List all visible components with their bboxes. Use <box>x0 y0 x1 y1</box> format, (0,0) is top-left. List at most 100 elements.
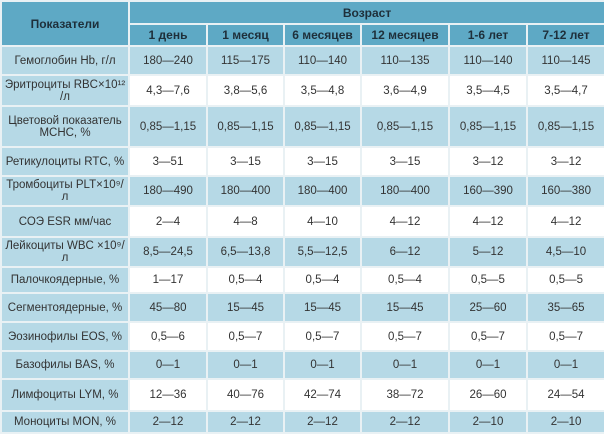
cell-value: 26—60 <box>448 378 528 412</box>
table-row: Цветовой показатель MCHC, % 0,85—1,15 0,85… <box>0 105 604 148</box>
table-row: Эозинофилы EOS, % 0,5—6 0,5—7 0,5—7 0,5—7 0,5… <box>0 321 604 352</box>
header-age-2: 6 месяцев <box>283 23 362 47</box>
row-label: СОЭ ESR мм/час <box>0 205 130 238</box>
cell-value: 3,8—5,6 <box>206 74 285 107</box>
table-row: Гемоглобин Hb, г/л 180—240 115—175 110—140 1… <box>0 45 604 76</box>
cell-value: 0—1 <box>360 350 450 380</box>
header-indicator: Показатели <box>0 0 130 47</box>
cell-value: 24—54 <box>525 378 604 412</box>
cell-value: 4—12 <box>448 205 528 238</box>
cell-value: 160—380 <box>525 175 604 207</box>
cell-value: 3—12 <box>525 146 604 177</box>
row-label: Цветовой показатель MCHC, % <box>0 105 130 148</box>
row-label: Тромбоциты PLT×10⁹/л <box>0 175 130 207</box>
cell-value: 0—1 <box>283 350 362 380</box>
cell-value: 0—1 <box>206 350 285 380</box>
cell-value: 25—60 <box>448 292 528 323</box>
cell-value: 160—390 <box>448 175 528 207</box>
cell-value: 0,85—1,15 <box>448 105 528 148</box>
cell-value: 180—400 <box>360 175 450 207</box>
cell-value: 180—400 <box>206 175 285 207</box>
cell-value: 35—65 <box>525 292 604 323</box>
cell-value: 4,3—7,6 <box>128 74 208 107</box>
cell-value: 110—140 <box>283 45 362 76</box>
cell-value: 0,85—1,15 <box>128 105 208 148</box>
table-row: Палочкоядерные, % 1—17 0,5—4 0,5—4 0,5—4 0,5—… <box>0 266 604 294</box>
cell-value: 0,5—7 <box>283 321 362 352</box>
cell-value: 4—8 <box>206 205 285 238</box>
header-age: Возраст <box>127 0 604 25</box>
cell-value: 2—12 <box>206 410 285 434</box>
cell-value: 3,6—4,9 <box>360 74 450 107</box>
table-row: Тромбоциты PLT×10⁹/л 180—490 180—400 180—40… <box>0 175 604 207</box>
cell-value: 15—45 <box>360 292 450 323</box>
cell-value: 0,5—5 <box>525 266 604 294</box>
header-age-4: 1-6 лет <box>448 23 528 47</box>
header-age-3: 12 месяцев <box>360 23 450 47</box>
cell-value: 0,5—7 <box>360 321 450 352</box>
row-label: Эозинофилы EOS, % <box>0 321 130 352</box>
cell-value: 0,85—1,15 <box>525 105 604 148</box>
table-row: Ретикулоциты RTC, % 3—51 3—15 3—15 3—15 3—12 3… <box>0 146 604 177</box>
cell-value: 2—12 <box>283 410 362 434</box>
cell-value: 180—490 <box>128 175 208 207</box>
cell-value: 6,5—13,8 <box>206 236 285 268</box>
cell-value: 6—12 <box>360 236 450 268</box>
cell-value: 2—12 <box>128 410 208 434</box>
cell-value: 1—17 <box>128 266 208 294</box>
cell-value: 0,5—4 <box>283 266 362 294</box>
cell-value: 115—175 <box>206 45 285 76</box>
cell-value: 3—15 <box>360 146 450 177</box>
cell-value: 4—10 <box>283 205 362 238</box>
cell-value: 2—12 <box>360 410 450 434</box>
cell-value: 4—12 <box>360 205 450 238</box>
cell-value: 0,5—4 <box>206 266 285 294</box>
row-label: Лейкоциты WBC ×10⁹/л <box>0 236 130 268</box>
cell-value: 3—15 <box>283 146 362 177</box>
cell-value: 180—240 <box>128 45 208 76</box>
table-row: Моноциты MON, % 2—12 2—12 2—12 2—12 2—10 2—10 <box>0 410 604 434</box>
cell-value: 2—10 <box>448 410 528 434</box>
cell-value: 0—1 <box>448 350 528 380</box>
header-age-0: 1 день <box>128 23 208 47</box>
row-label: Моноциты MON, % <box>0 410 130 434</box>
cell-value: 3,5—4,5 <box>448 74 528 107</box>
cell-value: 0,5—7 <box>448 321 528 352</box>
cell-value: 0,85—1,15 <box>206 105 285 148</box>
cell-value: 0,5—7 <box>206 321 285 352</box>
cell-value: 38—72 <box>360 378 450 412</box>
cell-value: 15—45 <box>283 292 362 323</box>
cell-value: 4,5—10 <box>525 236 604 268</box>
table-row: Эритроциты RBC×10¹² /л 4,3—7,6 3,8—5,6 3,5—… <box>0 74 604 107</box>
cell-value: 8,5—24,5 <box>128 236 208 268</box>
cell-value: 4—12 <box>525 205 604 238</box>
row-label: Базофилы BAS, % <box>0 350 130 380</box>
row-label: Ретикулоциты RTC, % <box>0 146 130 177</box>
table-row: Лимфоциты LYM, % 12—36 40—76 42—74 38—72 26—6… <box>0 378 604 412</box>
table-row: Базофилы BAS, % 0—1 0—1 0—1 0—1 0—1 0—1 <box>0 350 604 380</box>
cell-value: 3—12 <box>448 146 528 177</box>
cell-value: 15—45 <box>206 292 285 323</box>
cell-value: 12—36 <box>128 378 208 412</box>
cell-value: 0,5—6 <box>128 321 208 352</box>
cell-value: 0,5—4 <box>360 266 450 294</box>
table-row: Лейкоциты WBC ×10⁹/л 8,5—24,5 6,5—13,8 5,5—… <box>0 236 604 268</box>
cell-value: 0—1 <box>128 350 208 380</box>
row-label: Лимфоциты LYM, % <box>0 378 130 412</box>
header-age-1: 1 месяц <box>206 23 285 47</box>
cell-value: 0,5—7 <box>525 321 604 352</box>
table-row: СОЭ ESR мм/час 2—4 4—8 4—10 4—12 4—12 4—12 <box>0 205 604 238</box>
cell-value: 180—400 <box>283 175 362 207</box>
row-label: Эритроциты RBC×10¹² /л <box>0 74 130 107</box>
table-row: Сегментоядерные, % 45—80 15—45 15—45 15—45 25… <box>0 292 604 323</box>
cell-value: 0,5—5 <box>448 266 528 294</box>
cell-value: 3,5—4,7 <box>525 74 604 107</box>
cell-value: 3,5—4,8 <box>283 74 362 107</box>
cell-value: 0,85—1,15 <box>283 105 362 148</box>
cell-value: 110—140 <box>448 45 528 76</box>
row-label: Палочкоядерные, % <box>0 266 130 294</box>
row-label: Сегментоядерные, % <box>0 292 130 323</box>
cell-value: 0,85—1,15 <box>360 105 450 148</box>
cell-value: 42—74 <box>283 378 362 412</box>
